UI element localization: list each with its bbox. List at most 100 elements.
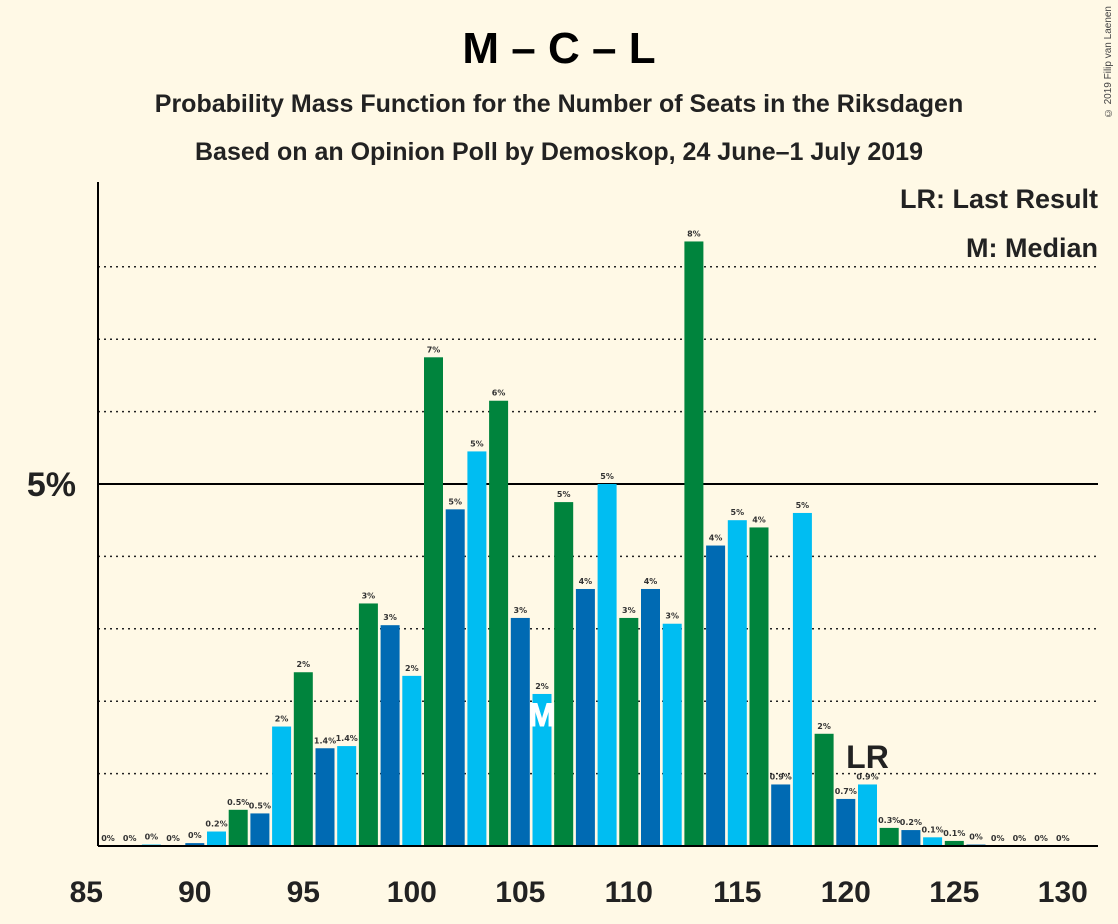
bar-label: 4% bbox=[752, 515, 766, 524]
x-tick-label: 110 bbox=[605, 876, 653, 909]
bar-label: 0.2% bbox=[900, 818, 922, 827]
bar bbox=[944, 840, 964, 846]
bar-label: 1.4% bbox=[314, 736, 336, 745]
bar-label: 7% bbox=[427, 345, 441, 354]
bar-label: 0% bbox=[991, 834, 1005, 843]
bar-label: 0.9% bbox=[856, 772, 878, 781]
chart-title: M – C – L bbox=[462, 24, 656, 73]
x-tick-label: 130 bbox=[1038, 876, 1088, 909]
bar bbox=[424, 357, 443, 846]
bar bbox=[706, 545, 726, 846]
bar-label: 3% bbox=[514, 606, 528, 615]
bar bbox=[228, 809, 248, 846]
bar-label: 5% bbox=[448, 497, 462, 506]
bar-label: 0% bbox=[166, 834, 180, 843]
bar-label: 0.2% bbox=[205, 820, 227, 829]
bar-label: 0.5% bbox=[249, 801, 271, 810]
chart-subtitle: Probability Mass Function for the Number… bbox=[154, 90, 964, 118]
last-result-marker: LR bbox=[846, 739, 889, 775]
bar bbox=[402, 675, 422, 846]
legend-median: M: Median bbox=[966, 233, 1098, 263]
bar-label: 0.9% bbox=[770, 772, 792, 781]
bar bbox=[792, 512, 812, 846]
bar-label: 0.1% bbox=[922, 825, 944, 834]
bar-label: 2% bbox=[297, 660, 311, 669]
bar bbox=[597, 484, 617, 846]
bar bbox=[749, 527, 769, 846]
bar bbox=[879, 827, 899, 846]
legend-last-result: LR: Last Result bbox=[899, 184, 1098, 214]
bar bbox=[641, 588, 660, 846]
bar bbox=[510, 617, 530, 846]
bar bbox=[489, 400, 509, 846]
bar-label: 5% bbox=[557, 490, 571, 499]
bar bbox=[662, 623, 682, 846]
bar-label: 0% bbox=[101, 834, 115, 843]
bar-label: 5% bbox=[731, 508, 745, 517]
bar bbox=[358, 603, 378, 846]
bar-label: 6% bbox=[492, 389, 506, 398]
bar bbox=[337, 746, 357, 846]
bar-label: 0.3% bbox=[878, 816, 900, 825]
bar bbox=[771, 784, 791, 846]
x-tick-label: 90 bbox=[178, 876, 211, 909]
bar-label: 2% bbox=[405, 664, 419, 673]
bar-label: 4% bbox=[644, 577, 658, 586]
x-tick-label: 85 bbox=[70, 876, 103, 909]
bar bbox=[207, 831, 226, 846]
median-marker: M bbox=[529, 697, 556, 733]
bar bbox=[575, 588, 595, 846]
bar-label: 0.5% bbox=[227, 798, 249, 807]
bar bbox=[901, 830, 921, 846]
bar bbox=[185, 843, 205, 846]
bar-label: 0% bbox=[1056, 834, 1070, 843]
bar bbox=[836, 798, 856, 846]
bar-label: 0% bbox=[188, 831, 202, 840]
bar-label: 2% bbox=[275, 715, 289, 724]
bar-label: 1.4% bbox=[336, 734, 358, 743]
x-tick-label: 120 bbox=[821, 876, 871, 909]
bar-label: 0% bbox=[1013, 834, 1027, 843]
bar bbox=[445, 509, 465, 846]
bar bbox=[814, 733, 834, 846]
bar bbox=[293, 672, 313, 846]
bar-label: 0% bbox=[123, 834, 137, 843]
bar bbox=[532, 693, 552, 846]
bar-label: 3% bbox=[622, 606, 636, 615]
x-tick-label: 125 bbox=[929, 876, 979, 909]
bar-label: 0.7% bbox=[835, 787, 857, 796]
chart-subtitle-source: Based on an Opinion Poll by Demoskop, 24… bbox=[194, 138, 923, 166]
bar-label: 3% bbox=[362, 591, 376, 600]
bar bbox=[272, 726, 292, 846]
bar-label: 0% bbox=[1034, 834, 1048, 843]
bar bbox=[315, 748, 335, 846]
bar bbox=[727, 520, 747, 846]
bar-label: 0% bbox=[969, 833, 983, 842]
bar-label: 3% bbox=[665, 612, 679, 621]
bar-label: 0.1% bbox=[943, 829, 965, 838]
x-tick-label: 100 bbox=[387, 876, 437, 909]
y-tick-label: 5% bbox=[27, 466, 76, 504]
bar-label: 3% bbox=[383, 613, 397, 622]
bar-label: 8% bbox=[687, 229, 701, 238]
bar-label: 5% bbox=[600, 472, 614, 481]
bar-label: 5% bbox=[796, 501, 810, 510]
x-tick-label: 95 bbox=[287, 876, 320, 909]
bar-label: 2% bbox=[817, 722, 831, 731]
bar-label: 0% bbox=[145, 833, 159, 842]
x-tick-label: 115 bbox=[713, 876, 761, 909]
bar bbox=[923, 837, 943, 846]
bar bbox=[467, 451, 487, 846]
bar bbox=[554, 502, 574, 846]
bar bbox=[684, 241, 704, 846]
bar-label: 4% bbox=[579, 577, 593, 586]
bar bbox=[619, 617, 639, 846]
bar-label: 5% bbox=[470, 439, 484, 448]
bar-label: 2% bbox=[535, 682, 549, 691]
bar-label: 4% bbox=[709, 534, 723, 543]
bar bbox=[380, 625, 400, 846]
x-tick-label: 105 bbox=[495, 876, 545, 909]
bar bbox=[858, 784, 877, 846]
bar bbox=[250, 813, 270, 846]
